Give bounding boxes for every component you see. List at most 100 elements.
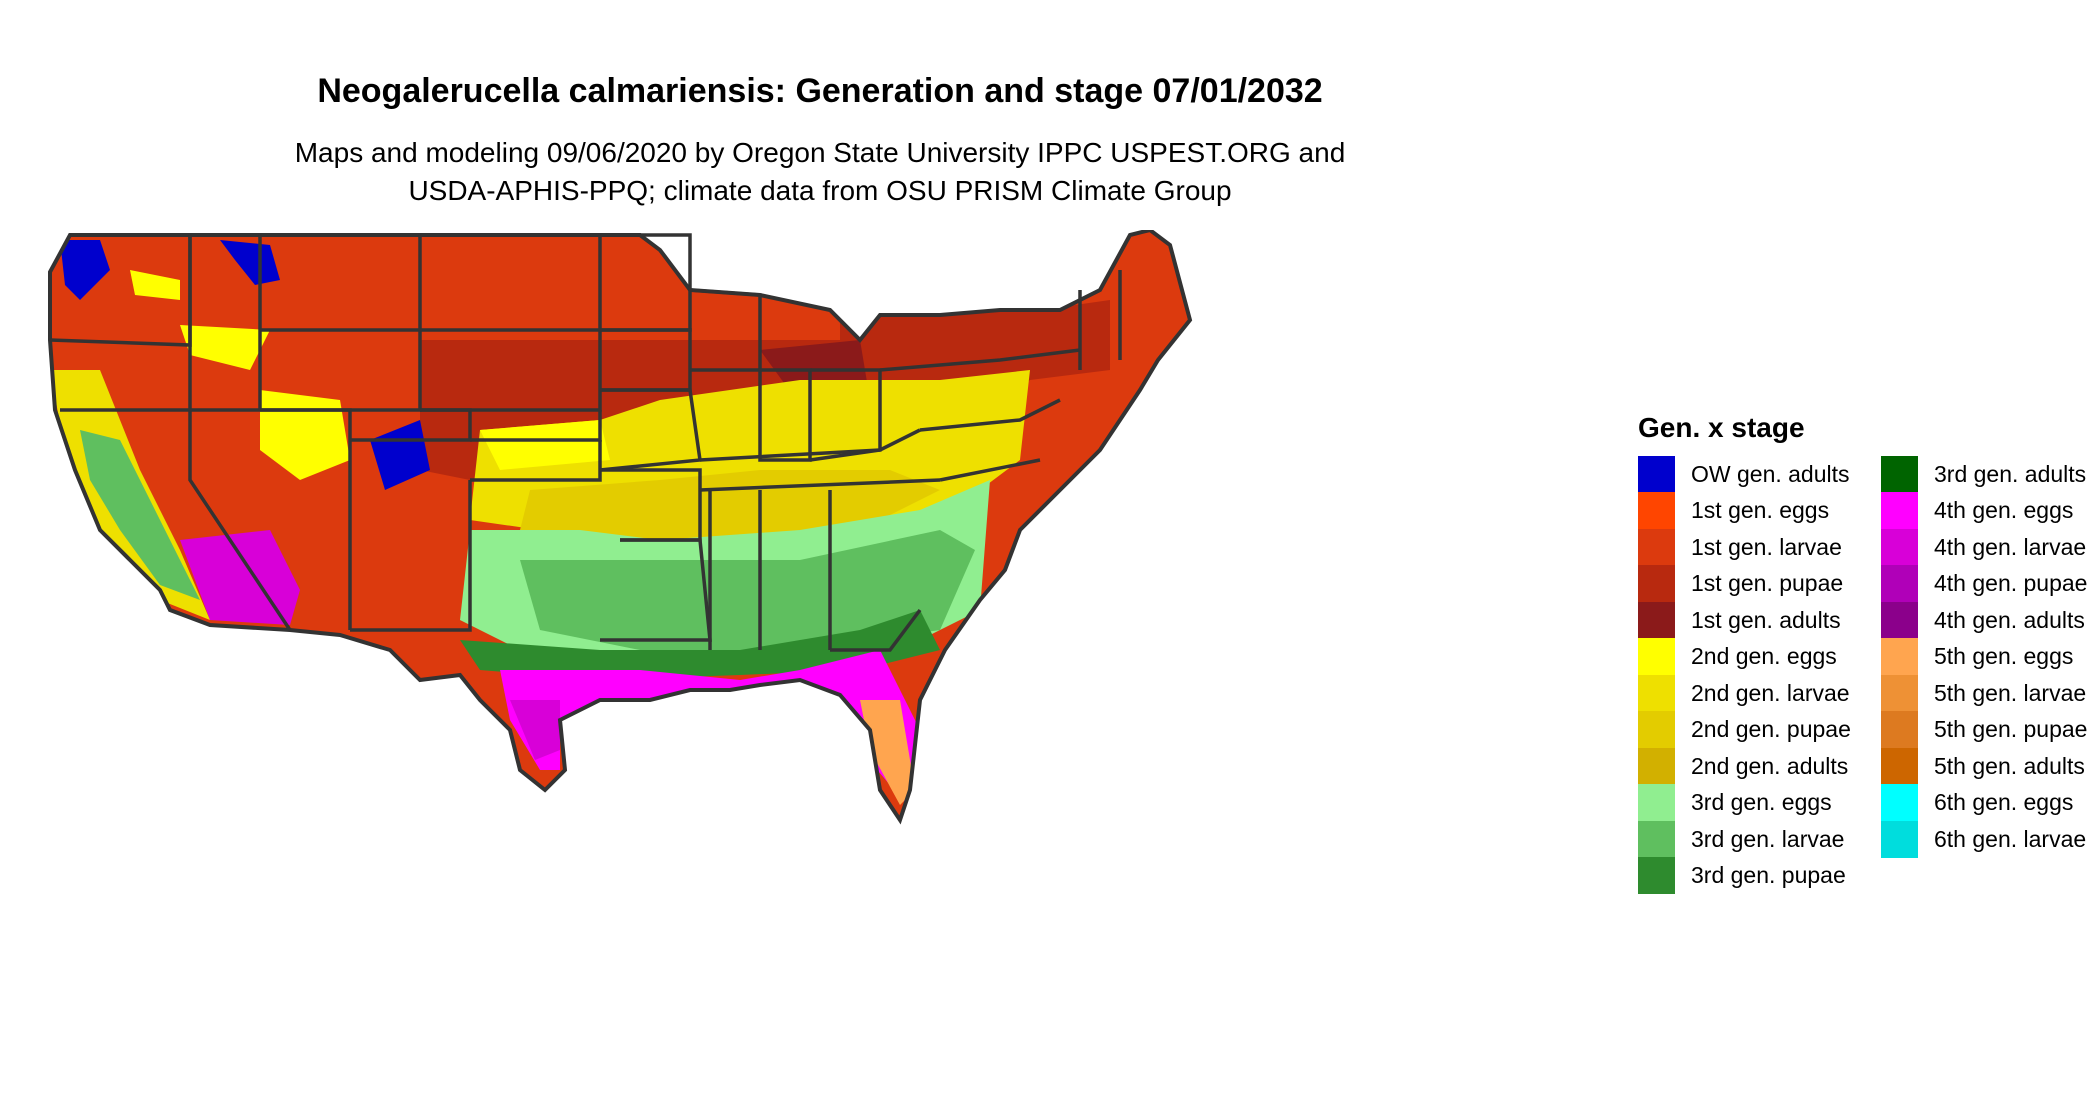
us-map [48, 230, 1193, 825]
legend-item: 2nd gen. adults [1638, 747, 1861, 785]
legend-swatch [1881, 674, 1918, 712]
legend-swatch [1638, 747, 1675, 785]
border-pa-ny [879, 348, 1081, 372]
subtitle-line-2: USDA-APHIS-PPQ; climate data from OSU PR… [408, 175, 1232, 206]
legend-swatch [1881, 820, 1918, 858]
map-subtitle: Maps and modeling 09/06/2020 by Oregon S… [0, 134, 1640, 210]
legend-label: 1st gen. adults [1691, 606, 1841, 633]
legend-item: 4th gen. eggs [1881, 492, 2100, 530]
legend-label: 2nd gen. adults [1691, 752, 1849, 779]
legend-swatch [1638, 492, 1675, 530]
border-oh [809, 368, 882, 462]
legend-column-2: 3rd gen. adults 4th gen. eggs 4th gen. lar… [1881, 455, 2100, 894]
border-new-england [1078, 270, 1122, 370]
legend-label: OW gen. adults [1691, 460, 1850, 487]
state-borders [49, 233, 1122, 652]
legend-swatch [1881, 784, 1918, 822]
legend-item: 5th gen. pupae [1881, 711, 2100, 749]
legend-label: 2nd gen. pupae [1691, 716, 1851, 743]
legend-column-1: OW gen. adults 1st gen. eggs 1st gen. larv… [1638, 455, 1861, 895]
legend-swatch [1638, 784, 1675, 822]
legend-label: 1st gen. eggs [1691, 497, 1830, 524]
map-title: Neogalerucella calmariensis: Generation … [317, 72, 1323, 110]
legend-swatch [1638, 857, 1675, 895]
legend-swatch [1881, 638, 1918, 676]
border-ok [470, 440, 602, 482]
legend-swatch [1638, 565, 1675, 603]
legend-item: 3rd gen. pupae [1638, 857, 1861, 895]
us-outline [48, 230, 1193, 825]
legend-label: 3rd gen. eggs [1691, 789, 1832, 816]
legend-swatch [1881, 455, 1918, 493]
border-va [919, 398, 1061, 432]
legend-label: 4th gen. adults [1934, 606, 2085, 633]
legend-label: 3rd gen. larvae [1691, 825, 1845, 852]
legend-swatch [1638, 601, 1675, 639]
legend-item: 4th gen. adults [1881, 601, 2100, 639]
legend-item: 4th gen. pupae [1881, 565, 2100, 603]
legend-swatch [1638, 820, 1675, 858]
border-id [188, 235, 262, 410]
region-ow-gen-adults-rockies-north [220, 240, 280, 285]
border-tn-south [699, 478, 941, 492]
legend-label: 4th gen. larvae [1934, 533, 2087, 560]
legend-item: 3rd gen. larvae [1638, 820, 1861, 858]
legend-item: 5th gen. larvae [1881, 674, 2100, 712]
legend-label: 5th gen. larvae [1934, 679, 2087, 706]
legend-label: 6th gen. larvae [1934, 825, 2087, 852]
legend-swatch [1881, 747, 1918, 785]
legend-label: 1st gen. larvae [1691, 533, 1842, 560]
border-mo [599, 388, 702, 472]
legend-label: 4th gen. pupae [1934, 570, 2088, 597]
legend-item: OW gen. adults [1638, 455, 1861, 493]
border-ms-al-ga [708, 490, 832, 650]
legend-label: 3rd gen. adults [1934, 460, 2087, 487]
legend-swatch [1638, 711, 1675, 749]
legend-label: 5th gen. pupae [1934, 716, 2088, 743]
legend-swatch [1881, 492, 1918, 530]
legend-item: 1st gen. pupae [1638, 565, 1861, 603]
legend-swatch [1638, 674, 1675, 712]
legend-swatch [1881, 601, 1918, 639]
legend-swatch [1638, 528, 1675, 566]
legend: Gen. x stage OW gen. adults 1st gen. eggs… [1638, 412, 2100, 895]
region-2nd-gen-eggs [480, 420, 610, 470]
border-ky-tn [699, 428, 921, 462]
border-tx-nm [350, 480, 472, 632]
legend-item: 1st gen. adults [1638, 601, 1861, 639]
region-3rd-gen-larvae [520, 530, 975, 650]
border-la [600, 538, 712, 642]
region-5th-gen-eggs [860, 700, 915, 805]
legend-item: 3rd gen. eggs [1638, 784, 1861, 822]
legend-label: 5th gen. eggs [1934, 643, 2074, 670]
border-fl [830, 608, 922, 652]
legend-item: 4th gen. larvae [1881, 528, 2100, 566]
legend-item: 6th gen. eggs [1881, 784, 2100, 822]
legend-item: 5th gen. eggs [1881, 638, 2100, 676]
legend-label: 4th gen. eggs [1934, 497, 2074, 524]
region-2nd-gen-eggs-basin [130, 270, 180, 300]
border-ca-nv [188, 410, 292, 631]
legend-label: 6th gen. eggs [1934, 789, 2074, 816]
region-ow-gen-adults-colorado [370, 420, 430, 490]
legend-item: 2nd gen. eggs [1638, 638, 1861, 676]
stage-regions [50, 230, 1190, 820]
legend-swatch [1881, 528, 1918, 566]
legend-label: 3rd gen. pupae [1691, 862, 1846, 889]
legend-item: 6th gen. larvae [1881, 820, 2100, 858]
border-nd-sd [420, 233, 602, 332]
legend-swatch [1638, 638, 1675, 676]
subtitle-line-1: Maps and modeling 09/06/2020 by Oregon S… [294, 137, 1346, 168]
legend-item: 3rd gen. adults [1881, 455, 2100, 493]
legend-item: 5th gen. adults [1881, 747, 2100, 785]
legend-swatch [1638, 455, 1675, 493]
legend-item: 1st gen. eggs [1638, 492, 1861, 530]
legend-label: 2nd gen. eggs [1691, 643, 1837, 670]
region-2nd-gen-eggs-utah [260, 390, 350, 480]
legend-item: 1st gen. larvae [1638, 528, 1861, 566]
region-ow-gen-adults-cascades [60, 240, 110, 300]
legend-title: Gen. x stage [1638, 412, 1805, 443]
region-2nd-gen-eggs-idaho [180, 325, 270, 370]
region-3rd-gen-pupae [460, 610, 940, 680]
border-nc-sc [939, 458, 1041, 482]
